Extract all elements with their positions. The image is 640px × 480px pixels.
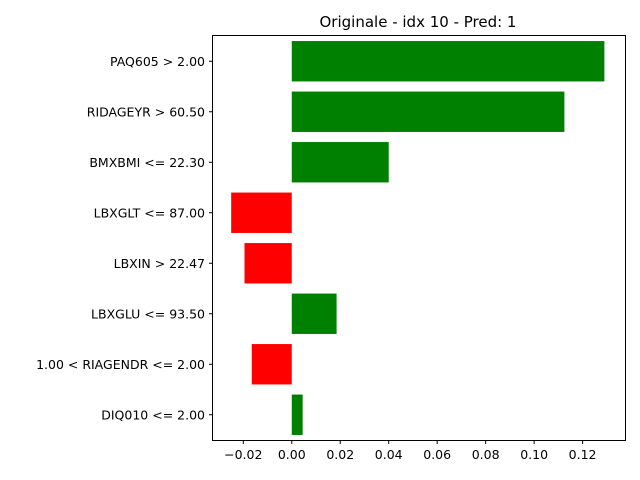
y-axis-ticks: PAQ605 > 2.00 RIDAGEYR > 60.50 BMXBMI <= 2… [36,54,213,422]
y-tick-label-2: BMXBMI <= 22.30 [89,155,205,170]
x-tick-label-4: 0.06 [423,447,451,462]
x-tick-label-7: 0.12 [569,447,597,462]
y-tick-label-5: LBXGLU <= 93.50 [91,306,205,321]
x-axis-ticks: −0.02 0.00 0.02 0.04 0.06 0.08 0.10 0.12 [224,440,597,462]
x-tick-label-1: 0.00 [278,447,306,462]
bar-3 [231,192,292,233]
y-tick-label-3: LBXGLT <= 87.00 [94,205,205,220]
y-tick-label-4: LBXIN > 22.47 [114,256,205,271]
bar-1 [291,91,565,132]
x-tick-label-6: 0.10 [520,447,548,462]
chart-title: Originale - idx 10 - Pred: 1 [320,13,517,31]
bar-7 [291,394,303,435]
bar-5 [291,293,337,334]
y-tick-label-1: RIDAGEYR > 60.50 [87,104,205,119]
x-tick-label-3: 0.04 [375,447,403,462]
x-tick-label-0: −0.02 [224,447,262,462]
y-tick-label-0: PAQ605 > 2.00 [110,54,205,69]
x-tick-label-2: 0.02 [326,447,354,462]
bar-0 [291,41,605,82]
bar-6 [251,344,292,385]
bar-2 [291,142,389,183]
bars-group [231,41,605,435]
y-tick-label-6: 1.00 < RIAGENDR <= 2.00 [36,357,205,372]
bar-4 [244,243,292,284]
x-tick-label-5: 0.08 [472,447,500,462]
plot-frame [212,35,626,441]
y-tick-label-7: DIQ010 <= 2.00 [101,407,205,422]
